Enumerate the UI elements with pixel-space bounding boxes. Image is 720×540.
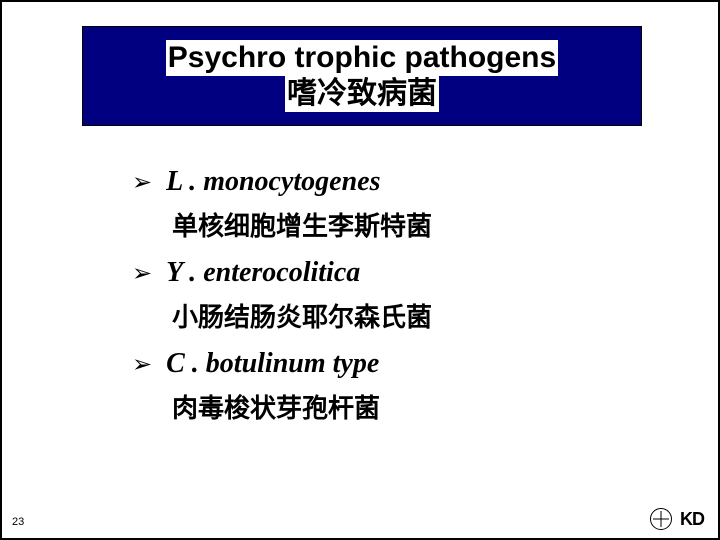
bullet-arrow-icon: ➢ bbox=[132, 353, 152, 377]
item-chinese: 单核细胞增生李斯特菌 bbox=[172, 206, 652, 243]
list-item: ➢ Y . enterocolitica bbox=[132, 257, 652, 289]
item-latin: C . botulinum type bbox=[166, 348, 379, 380]
title-english: Psychro trophic pathogens bbox=[166, 40, 558, 76]
bullet-arrow-icon: ➢ bbox=[132, 262, 152, 286]
footer-logos: KD bbox=[650, 508, 704, 530]
who-logo-icon bbox=[650, 508, 672, 530]
item-latin: Y . enterocolitica bbox=[166, 257, 360, 289]
list-item: ➢ C . botulinum type bbox=[132, 348, 652, 380]
page-number: 23 bbox=[12, 516, 24, 528]
content-list: ➢ L . monocytogenes 单核细胞增生李斯特菌 ➢ Y . ent… bbox=[132, 152, 652, 425]
list-item: ➢ L . monocytogenes bbox=[132, 166, 652, 198]
kd-logo-icon: KD bbox=[680, 509, 704, 530]
item-chinese: 肉毒梭状芽孢杆菌 bbox=[172, 388, 652, 425]
title-chinese: 嗜冷致病菌 bbox=[285, 76, 439, 112]
title-box: Psychro trophic pathogens 嗜冷致病菌 bbox=[82, 26, 642, 126]
item-latin: L . monocytogenes bbox=[166, 166, 380, 198]
bullet-arrow-icon: ➢ bbox=[132, 171, 152, 195]
item-chinese: 小肠结肠炎耶尔森氏菌 bbox=[172, 297, 652, 334]
